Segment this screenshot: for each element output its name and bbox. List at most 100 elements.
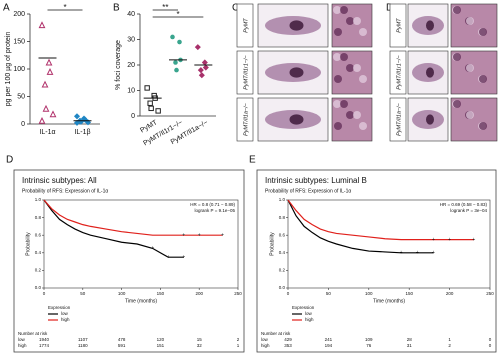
data-point <box>147 100 153 106</box>
y-tick-label: 0.0 <box>35 285 42 290</box>
zoom-texture <box>334 122 342 130</box>
tissue-foci <box>426 20 434 31</box>
data-point <box>174 67 179 73</box>
row-label: PyMT/Il1r1−/− <box>396 54 402 89</box>
data-point <box>194 44 201 51</box>
data-point <box>73 113 81 120</box>
risk-title: Number at risk <box>18 331 48 336</box>
y-axis-label: % foci coverage <box>115 40 122 90</box>
y-tick-label: 0.6 <box>279 232 286 237</box>
risk-count: 241 <box>325 337 333 342</box>
y-axis-label: Probability <box>269 232 275 256</box>
zoom-texture <box>466 111 474 119</box>
data-point <box>38 116 46 124</box>
data-point <box>148 105 154 112</box>
x-tick-label: 0 <box>43 291 46 296</box>
data-point <box>41 80 49 88</box>
risk-count: 151 <box>157 343 165 348</box>
zoom-texture <box>334 28 342 36</box>
panel-frame <box>256 169 497 353</box>
label-box <box>389 3 407 48</box>
plot-frame <box>287 199 491 289</box>
x-tick-label: 250 <box>486 291 494 296</box>
stats-label: logrank P = 9.1e−05 <box>195 208 236 213</box>
tissue-foci <box>289 20 304 31</box>
risk-count: 2 <box>448 343 451 348</box>
censor-mark: + <box>448 237 451 243</box>
row-label: PyMT/Il1a−/− <box>396 102 402 135</box>
x-tick-label: 100 <box>365 291 373 296</box>
y-tick-label: 0.2 <box>35 268 42 273</box>
zoom-texture <box>346 17 354 25</box>
zoom-texture <box>479 122 487 130</box>
risk-count: 1774 <box>39 343 50 348</box>
legend-title: Expression <box>48 305 71 310</box>
risk-count: 31 <box>407 343 413 348</box>
zoom-texture <box>359 122 367 130</box>
zoom-texture <box>353 111 361 119</box>
censor-mark: + <box>432 250 435 256</box>
data-point <box>73 119 81 126</box>
x-tick-label: 200 <box>446 291 454 296</box>
stats-label: HR = 0.69 (0.58 − 0.83) <box>440 202 488 207</box>
panel-letter: C <box>232 3 239 14</box>
risk-row-label: high <box>18 343 27 348</box>
stats-label: HR = 0.8 (0.71 − 0.89) <box>190 202 235 207</box>
stats-label: logrank P = 3e−04 <box>450 208 487 213</box>
censor-mark: + <box>400 250 403 256</box>
y-tick-label: 0.0 <box>279 285 286 290</box>
x-tick-label: 100 <box>118 291 126 296</box>
censor-mark: + <box>416 250 419 256</box>
legend-label: high <box>305 317 314 322</box>
y-tick-label: 10 <box>127 87 135 94</box>
risk-count: 0 <box>489 343 492 348</box>
survival-line <box>287 199 474 241</box>
censor-mark: + <box>221 233 224 239</box>
tissue-foci <box>289 67 304 78</box>
data-point <box>198 72 205 79</box>
y-tick-label: 0.2 <box>279 268 286 273</box>
risk-count: 591 <box>118 343 126 348</box>
censor-mark: + <box>167 255 170 261</box>
risk-count: 76 <box>366 343 372 348</box>
zoom-texture <box>453 53 461 61</box>
risk-count: 2 <box>237 337 240 342</box>
data-point <box>42 104 50 112</box>
zoom-texture <box>340 53 348 61</box>
risk-count: 28 <box>407 337 413 342</box>
survival-line <box>43 199 184 258</box>
km-subtitle: Probability of RFS: Expression of IL-1α <box>265 188 351 194</box>
risk-count: 1180 <box>78 343 88 348</box>
x-tick-label: 250 <box>234 291 242 296</box>
risk-count: 0 <box>489 337 492 342</box>
zoom-texture <box>333 100 341 108</box>
y-tick-label: 1.0 <box>35 197 42 202</box>
zoom-texture <box>466 64 474 72</box>
data-point <box>197 67 204 74</box>
zoom-texture <box>334 75 342 83</box>
zoom-texture <box>340 6 348 14</box>
censor-mark: + <box>182 233 185 239</box>
label-box <box>389 97 407 142</box>
x-tick-label: 50 <box>326 291 332 296</box>
data-point <box>173 60 178 65</box>
km-title: Intrinsic subtypes: Luminal B <box>265 176 367 185</box>
risk-count: 120 <box>157 337 165 342</box>
legend-label: low <box>61 311 69 316</box>
zoom-texture <box>479 75 487 83</box>
x-axis-label: Time (months) <box>373 298 405 304</box>
row-label: PyMT <box>243 18 249 33</box>
y-tick-label: 0.8 <box>35 215 42 220</box>
y-tick-label: 30 <box>127 36 135 43</box>
y-tick-label: 0.4 <box>35 250 42 255</box>
x-tick-label: 50 <box>80 291 86 296</box>
significance-label: * <box>176 10 179 19</box>
censor-mark: + <box>472 237 475 243</box>
y-tick-label: 200 <box>13 11 25 18</box>
zoom-texture <box>353 17 361 25</box>
legend-label: high <box>61 317 70 322</box>
y-tick-label: 1.0 <box>279 197 286 202</box>
km-title: Intrinsic subtypes: All <box>22 176 97 185</box>
risk-count: 1940 <box>39 337 50 342</box>
y-tick-label: 150 <box>13 38 25 45</box>
